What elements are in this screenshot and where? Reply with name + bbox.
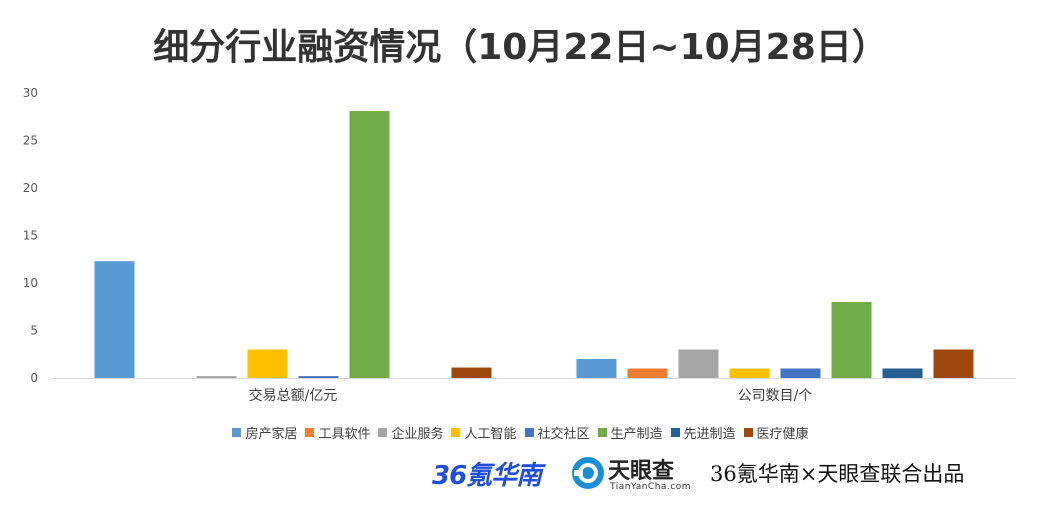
y-tick-label: 25	[23, 134, 38, 148]
tianyancha-logo-text: 天眼查	[608, 459, 675, 484]
bar	[576, 359, 617, 378]
legend-swatch	[743, 428, 753, 437]
bar	[451, 367, 492, 378]
bar	[678, 349, 719, 378]
36kr-logo: 36氪华南	[432, 461, 542, 491]
footer-credit: 36氪华南×天眼查联合出品	[710, 462, 965, 486]
legend-swatch	[451, 428, 461, 437]
legend-label: 生产制造	[610, 427, 663, 442]
legend-label: 医疗健康	[756, 427, 809, 442]
x-category-label: 公司数目/个	[738, 388, 813, 404]
y-tick-label: 5	[30, 324, 38, 338]
legend-swatch	[597, 428, 607, 437]
legend-label: 企业服务	[391, 427, 444, 442]
legend-swatch	[232, 428, 242, 437]
bar	[780, 368, 821, 378]
legend-swatch	[524, 428, 534, 437]
y-tick-label: 0	[30, 371, 38, 385]
bar	[349, 111, 390, 379]
legend-swatch	[305, 428, 315, 437]
x-category-label: 交易总额/亿元	[249, 387, 338, 404]
legend-label: 社交社区	[537, 427, 590, 442]
bar	[94, 261, 135, 378]
bar	[627, 368, 668, 378]
tianyancha-logo-domain: TianYanCha.com	[610, 482, 692, 492]
legend-swatch	[378, 428, 388, 437]
legend-label: 先进制造	[683, 427, 736, 442]
legend-item: 医疗健康	[743, 423, 809, 442]
bar	[933, 349, 974, 378]
bar	[831, 302, 872, 378]
legend-item: 生产制造	[597, 423, 663, 442]
y-tick-label: 20	[23, 181, 38, 195]
legend-label: 工具软件	[318, 427, 371, 442]
y-tick-label: 30	[23, 86, 38, 100]
chart-title: 细分行业融资情况（10月22日~10月28日）	[153, 27, 888, 68]
tianyancha-logo-icon	[572, 457, 604, 489]
bar	[247, 349, 288, 378]
footer-logos: 36氪华南 天眼查 TianYanCha.com 36氪华南×天眼查联合出品	[430, 452, 1030, 496]
bar	[729, 368, 770, 378]
bar	[196, 376, 237, 378]
legend-item: 企业服务	[378, 423, 443, 442]
bar-chart: 0 5 10 15 20 25 30 交易总额/亿元 公司数目/个	[23, 86, 1016, 404]
legend-item: 房产家居	[232, 423, 297, 442]
y-tick-label: 15	[23, 229, 38, 243]
legend-item: 社交社区	[524, 423, 590, 442]
y-tick-label: 10	[23, 276, 38, 290]
legend-label: 房产家居	[245, 427, 298, 442]
chart-legend: 房产家居 工具软件 企业服务 人工智能 社交社区 生产制造 先进制造 医疗健康	[0, 423, 1041, 442]
bar	[882, 368, 923, 378]
legend-swatch	[670, 428, 680, 437]
legend-item: 人工智能	[451, 423, 517, 442]
legend-item: 先进制造	[670, 423, 736, 442]
legend-item: 工具软件	[305, 423, 370, 442]
bar	[298, 376, 339, 378]
legend-label: 人工智能	[464, 427, 517, 442]
